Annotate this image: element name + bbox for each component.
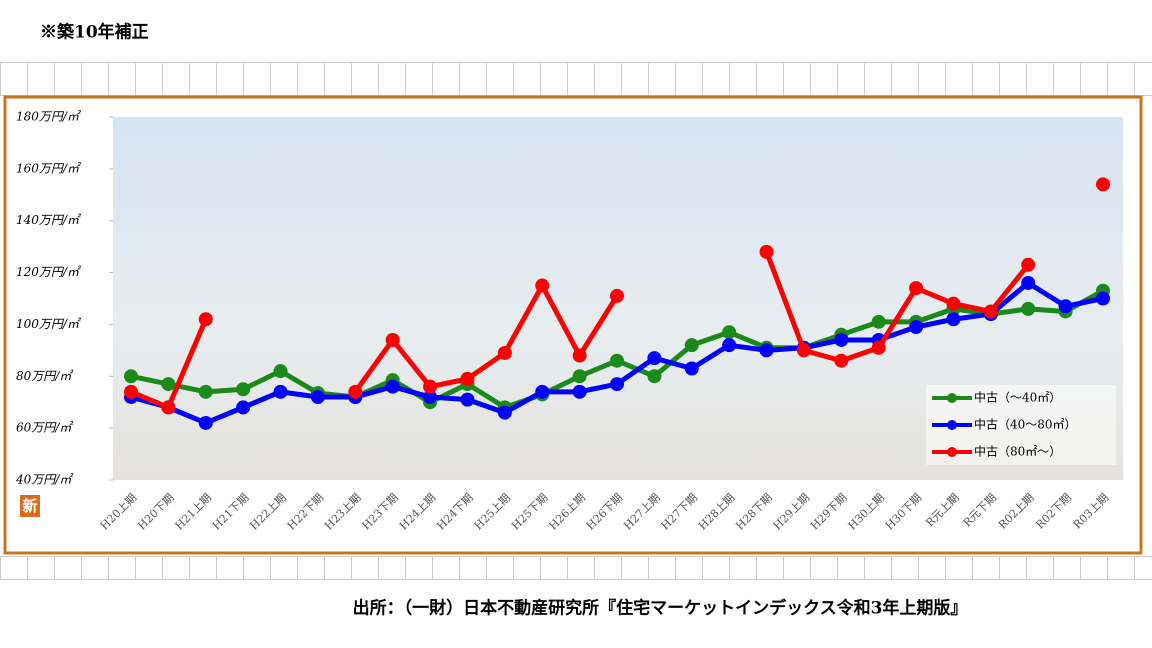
data-point [348, 384, 363, 399]
data-point [161, 400, 176, 415]
data-point [385, 332, 400, 347]
data-point [759, 343, 774, 358]
data-point [1096, 291, 1110, 306]
y-tick-label: 140万円/㎡ [16, 213, 82, 227]
data-point [871, 340, 886, 355]
data-point [1096, 177, 1110, 192]
data-point [1021, 257, 1036, 272]
data-point [722, 325, 737, 340]
y-tick-label: 40万円/㎡ [15, 473, 74, 487]
data-point [124, 384, 138, 399]
legend-swatch [947, 393, 957, 403]
data-point [610, 377, 624, 392]
data-point [834, 332, 849, 347]
data-point [684, 361, 699, 376]
data-point [722, 338, 737, 353]
data-point [198, 415, 213, 430]
header: ※築10年補正 [40, 22, 149, 43]
data-point [610, 353, 624, 368]
data-point [236, 400, 251, 415]
data-point [198, 384, 213, 399]
data-point [273, 364, 288, 379]
data-point [423, 390, 438, 405]
data-point [572, 384, 587, 399]
data-point [273, 384, 288, 399]
data-point [759, 244, 774, 259]
data-point [946, 312, 961, 327]
data-point [647, 351, 662, 366]
y-tick-label: 160万円/㎡ [16, 161, 82, 175]
data-point [796, 343, 811, 358]
data-point [572, 348, 587, 363]
y-tick-label: 100万円/㎡ [16, 317, 82, 331]
badge-box [20, 495, 40, 517]
legend-label: 中古（80㎡～） [974, 444, 1061, 459]
sheet-grid [0, 556, 1152, 580]
data-point [684, 338, 699, 353]
data-point [385, 379, 400, 394]
data-point [983, 304, 998, 319]
data-point [1021, 301, 1036, 316]
data-point [535, 278, 550, 293]
data-point [610, 288, 624, 303]
legend-label: 中古（～40㎡） [974, 390, 1061, 405]
data-point [236, 382, 251, 397]
data-point [161, 377, 176, 392]
data-point [497, 405, 512, 420]
data-point [946, 296, 961, 311]
data-point [310, 390, 325, 405]
y-tick-label: 60万円/㎡ [16, 421, 74, 435]
data-point [1021, 275, 1036, 290]
footer: 出所：（一財）日本不動産研究所『住宅マーケットインデックス令和3年上期版』 [353, 598, 968, 619]
data-point [460, 392, 475, 407]
data-point [460, 371, 475, 386]
data-point [909, 281, 924, 296]
data-point [124, 369, 138, 384]
y-tick-label: 120万円/㎡ [16, 265, 82, 279]
data-point [497, 345, 512, 360]
y-tick-label: 180万円/㎡ [16, 110, 82, 124]
legend-swatch [947, 420, 957, 430]
data-point [834, 353, 849, 368]
data-point [1058, 299, 1073, 314]
data-point [909, 320, 924, 335]
y-tick-label: 80万円/㎡ [16, 369, 74, 383]
legend-swatch [947, 447, 957, 457]
sheet-grid [0, 62, 1152, 96]
data-point [535, 384, 550, 399]
data-point [871, 314, 886, 329]
data-point [647, 369, 662, 384]
legend-label: 中古（40～80㎡） [974, 417, 1077, 432]
data-point [572, 369, 587, 384]
data-point [198, 312, 213, 327]
badge: 新 [22, 497, 37, 515]
data-point [423, 379, 438, 394]
